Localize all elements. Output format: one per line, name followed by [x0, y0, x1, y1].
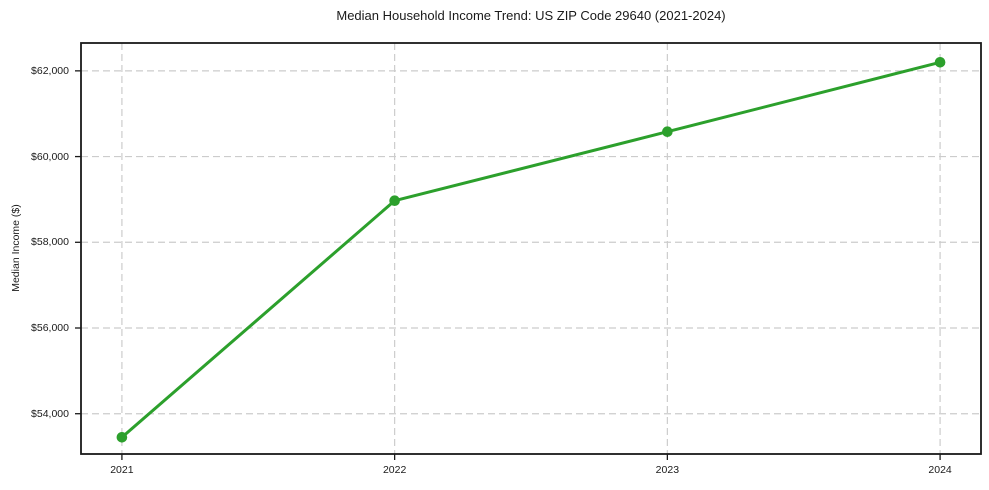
x-tick-label: 2024 — [928, 464, 952, 476]
x-tick-label: 2023 — [655, 464, 680, 476]
y-tick-label: $54,000 — [31, 407, 69, 420]
plot-border — [80, 42, 982, 455]
data-point-marker — [389, 195, 400, 207]
income-trend-line — [120, 60, 942, 439]
data-point-marker — [934, 56, 946, 68]
x-tick-label: 2021 — [110, 464, 134, 476]
data-point-marker — [662, 126, 673, 138]
y-tick-label: $62,000 — [31, 64, 69, 77]
data-point-marker — [116, 431, 128, 443]
y-tick-label: $56,000 — [31, 322, 69, 334]
x-tick-label: 2022 — [382, 464, 407, 476]
y-tick-label: $60,000 — [31, 150, 69, 163]
y-tick-label: $58,000 — [31, 236, 69, 249]
chart-title: Median Household Income Trend: US ZIP Co… — [336, 8, 726, 23]
